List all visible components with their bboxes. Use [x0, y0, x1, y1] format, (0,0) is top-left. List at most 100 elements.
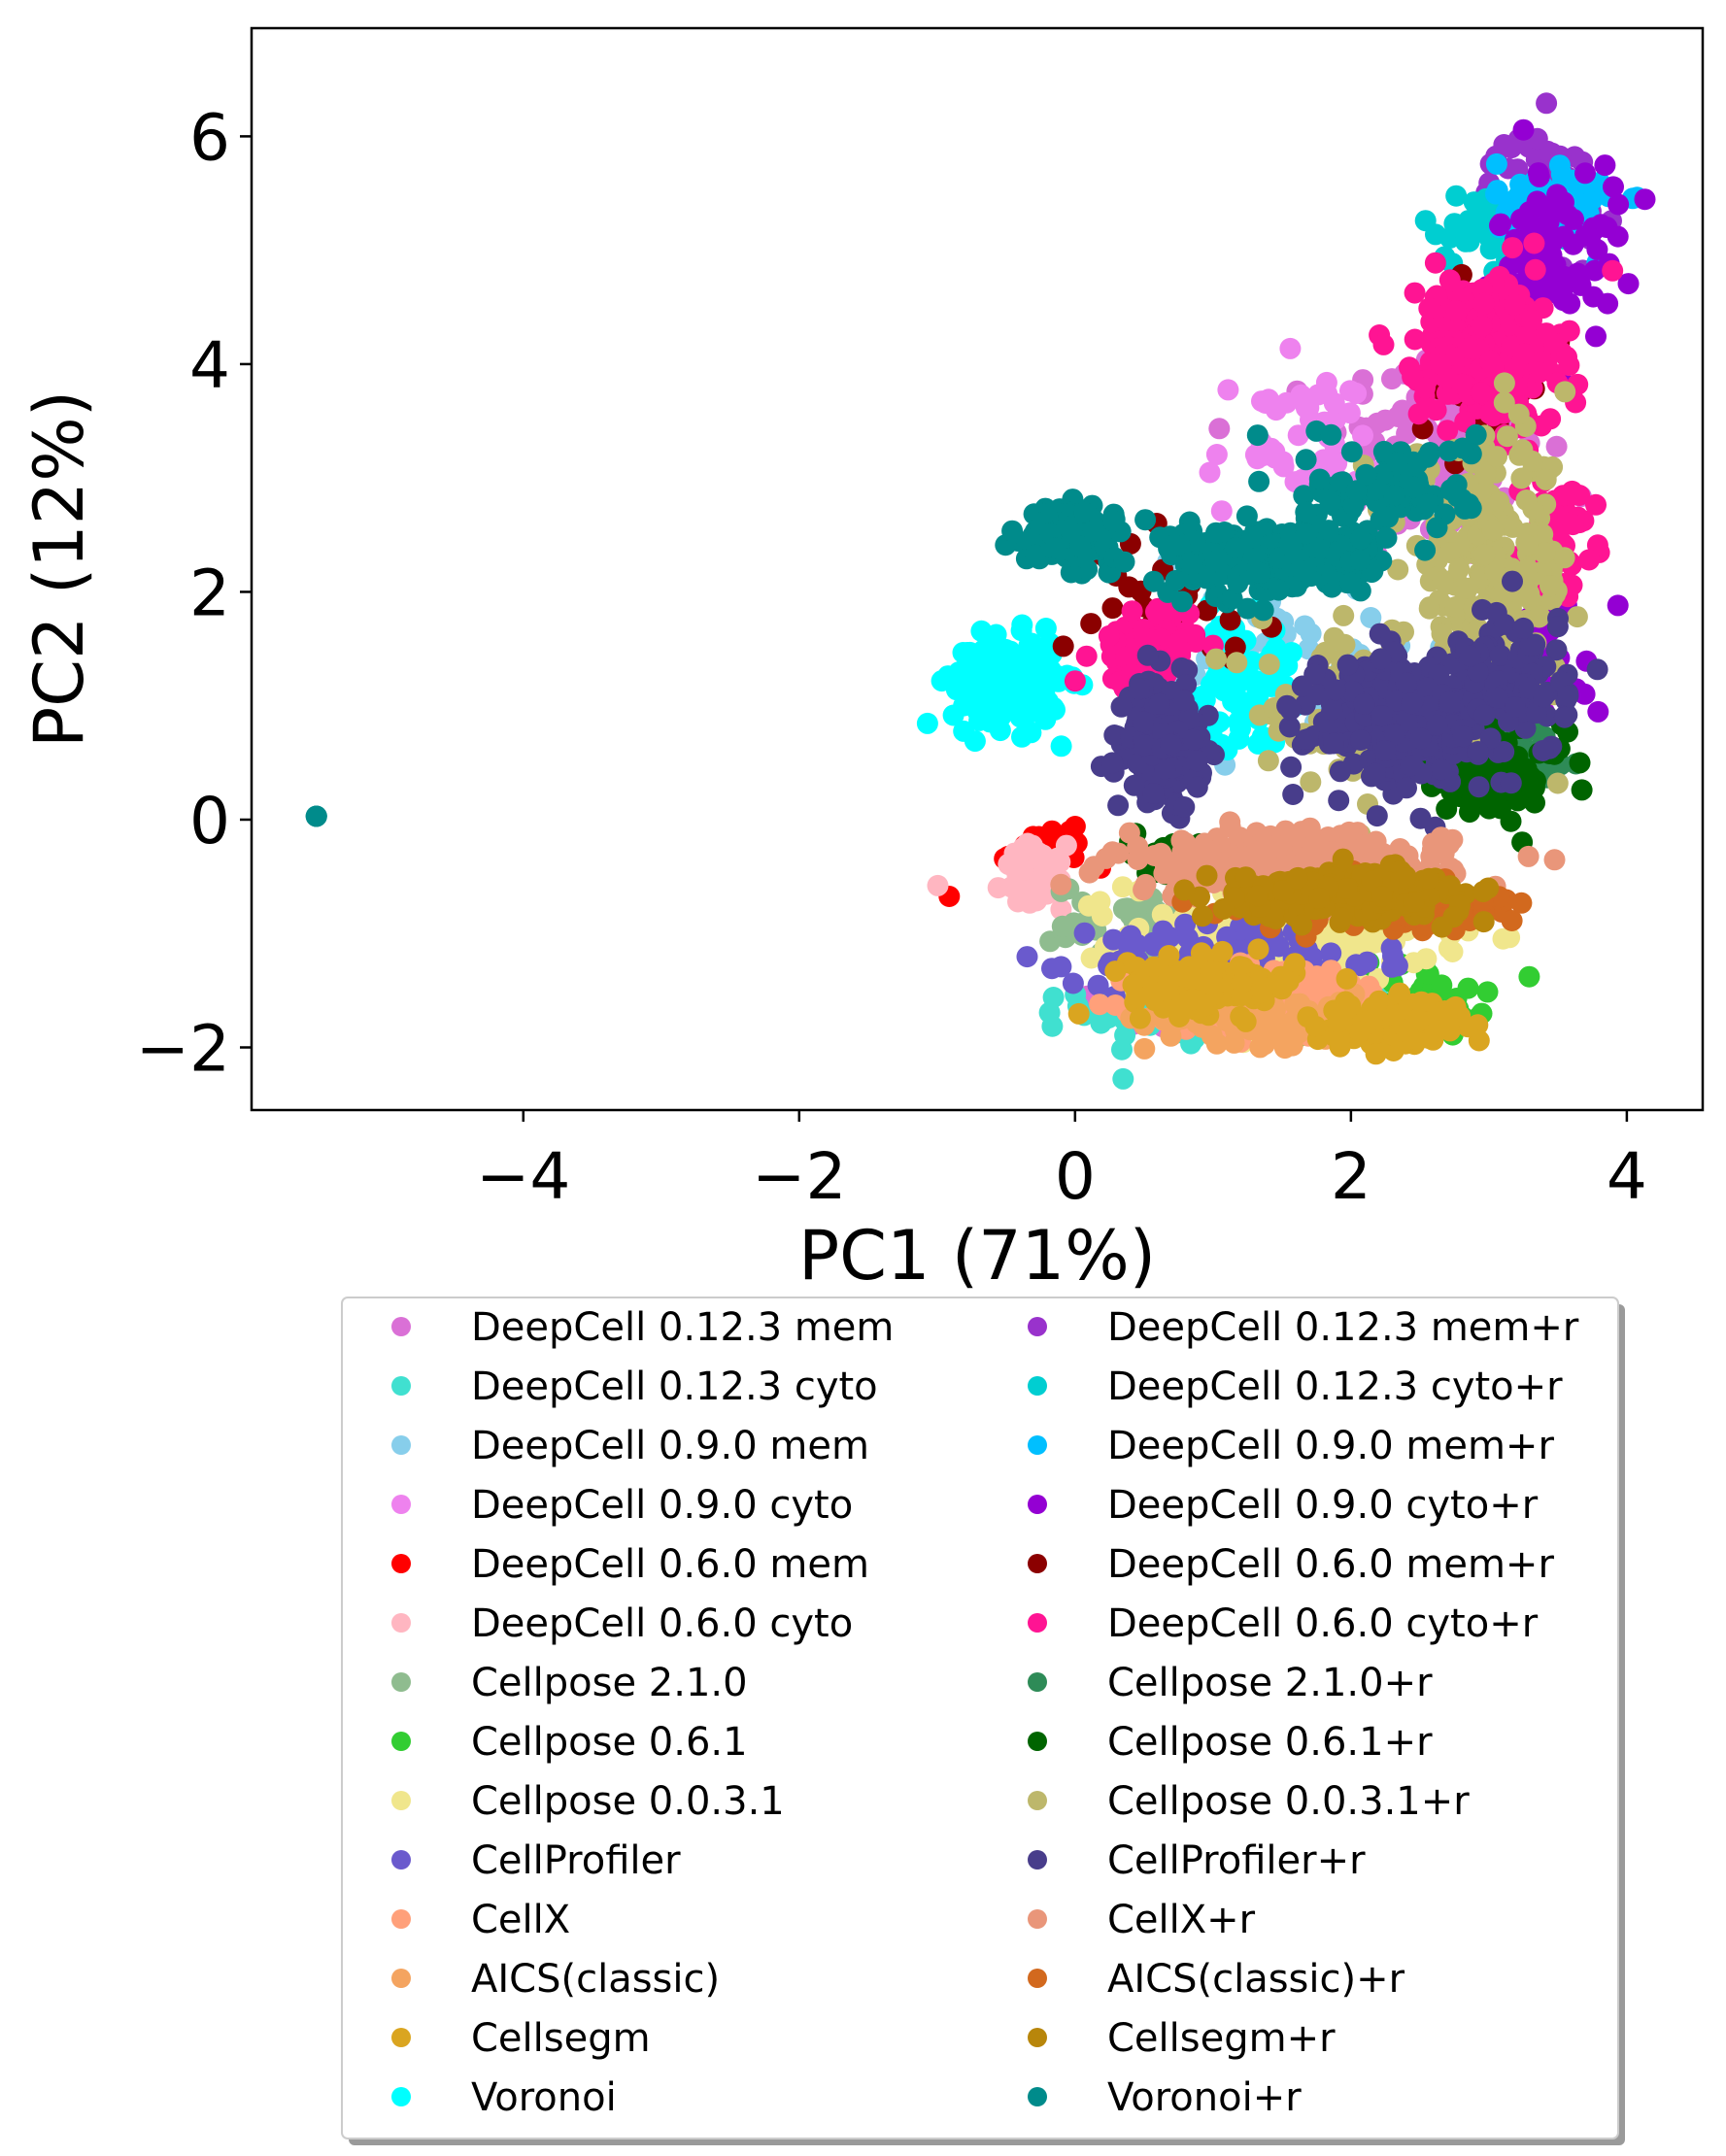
scatter-point [1400, 755, 1422, 777]
scatter-point [1493, 613, 1515, 635]
scatter-point [1295, 501, 1317, 523]
scatter-point [1082, 520, 1104, 542]
scatter-point [1617, 273, 1640, 295]
scatter-point [1295, 449, 1317, 471]
scatter-point [1258, 654, 1280, 675]
scatter-point [1201, 973, 1223, 995]
scatter-point [1463, 191, 1485, 214]
scatter-point [1104, 960, 1127, 983]
scatter-point [1225, 536, 1247, 558]
scatter-point [1536, 92, 1558, 115]
scatter-point [1409, 727, 1432, 750]
scatter-point [1436, 382, 1458, 404]
scatter-point [1080, 613, 1102, 635]
scatter-point [1128, 678, 1150, 700]
scatter-point [1067, 1002, 1090, 1025]
series-23 [1090, 570, 1608, 838]
series-26 [1173, 848, 1500, 938]
scatter-point [1365, 1043, 1387, 1065]
scatter-point [1113, 551, 1135, 573]
scatter-point [1148, 692, 1170, 715]
scatter-point [1586, 239, 1608, 260]
x-tick-label: 0 [1055, 1139, 1096, 1214]
scatter-point [1465, 423, 1487, 446]
scatter-point [1594, 154, 1616, 177]
scatter-point [1158, 945, 1180, 966]
scatter-point [1231, 972, 1253, 994]
scatter-point [1235, 866, 1257, 889]
legend-marker [391, 1317, 411, 1336]
scatter-point [1452, 725, 1474, 748]
scatter-point [1217, 379, 1239, 401]
scatter-point [1374, 740, 1397, 761]
scatter-point [1016, 946, 1038, 968]
series-12 [1067, 938, 1490, 1065]
scatter-point [1073, 922, 1096, 944]
scatter-point [1044, 698, 1066, 721]
scatter-point [1476, 981, 1499, 1003]
scatter-point [1110, 695, 1133, 718]
scatter-point [1279, 337, 1302, 359]
scatter-point [1001, 520, 1024, 542]
scatter-point [1457, 577, 1478, 599]
scatter-point [1338, 821, 1360, 843]
scatter-point [1448, 557, 1471, 580]
scatter-point [1540, 575, 1561, 597]
scatter-point [1404, 328, 1426, 351]
scatter-point [1512, 617, 1535, 639]
scatter-point [1426, 517, 1448, 539]
scatter-point [953, 720, 975, 742]
scatter-point [1142, 783, 1165, 804]
scatter-point [1132, 711, 1154, 733]
scatter-point [1426, 714, 1448, 736]
scatter-point [1602, 259, 1624, 282]
scatter-point [1487, 687, 1509, 709]
scatter-point [1205, 444, 1228, 465]
scatter-point [1251, 725, 1273, 748]
scatter-point [1431, 623, 1453, 645]
scatter-point [1361, 870, 1383, 893]
scatter-point [1075, 645, 1098, 667]
scatter-point [1104, 994, 1127, 1016]
scatter-point [1507, 403, 1530, 425]
scatter-point [1235, 1010, 1257, 1032]
scatter-point [1339, 572, 1362, 594]
scatter-point [952, 642, 974, 663]
scatter-point [1377, 506, 1399, 528]
scatter-point [1276, 655, 1299, 677]
scatter-point [1324, 679, 1346, 701]
scatter-point [1375, 526, 1398, 549]
scatter-point [1517, 845, 1540, 867]
scatter-point [1534, 542, 1556, 564]
scatter-point [1493, 391, 1515, 414]
scatter-point [1316, 383, 1338, 405]
scatter-point [1353, 693, 1375, 715]
scatter-point [1441, 941, 1464, 962]
scatter-point [988, 694, 1010, 717]
y-tick-label: 2 [189, 556, 230, 630]
scatter-point [1365, 762, 1387, 785]
scatter-point [1118, 822, 1140, 844]
scatter-point [1490, 213, 1511, 235]
scatter-point [1518, 583, 1540, 605]
scatter-point [1473, 544, 1496, 566]
scatter-point [1268, 579, 1290, 601]
scatter-point [1546, 772, 1569, 794]
scatter-point [1308, 468, 1331, 490]
scatter-point [1025, 544, 1046, 566]
scatter-point [1585, 493, 1607, 516]
scatter-point [1574, 162, 1596, 185]
scatter-point [1252, 599, 1274, 622]
scatter-point [1554, 381, 1576, 403]
scatter-point [1249, 561, 1271, 584]
scatter-point [1467, 741, 1489, 762]
scatter-point [1332, 848, 1354, 870]
scatter-point [1430, 354, 1452, 375]
scatter-point [1134, 873, 1157, 895]
legend-marker [391, 1376, 411, 1396]
scatter-point [1493, 372, 1515, 394]
scatter-point [1272, 880, 1295, 901]
scatter-point [1156, 979, 1178, 1001]
scatter-point [916, 712, 938, 734]
